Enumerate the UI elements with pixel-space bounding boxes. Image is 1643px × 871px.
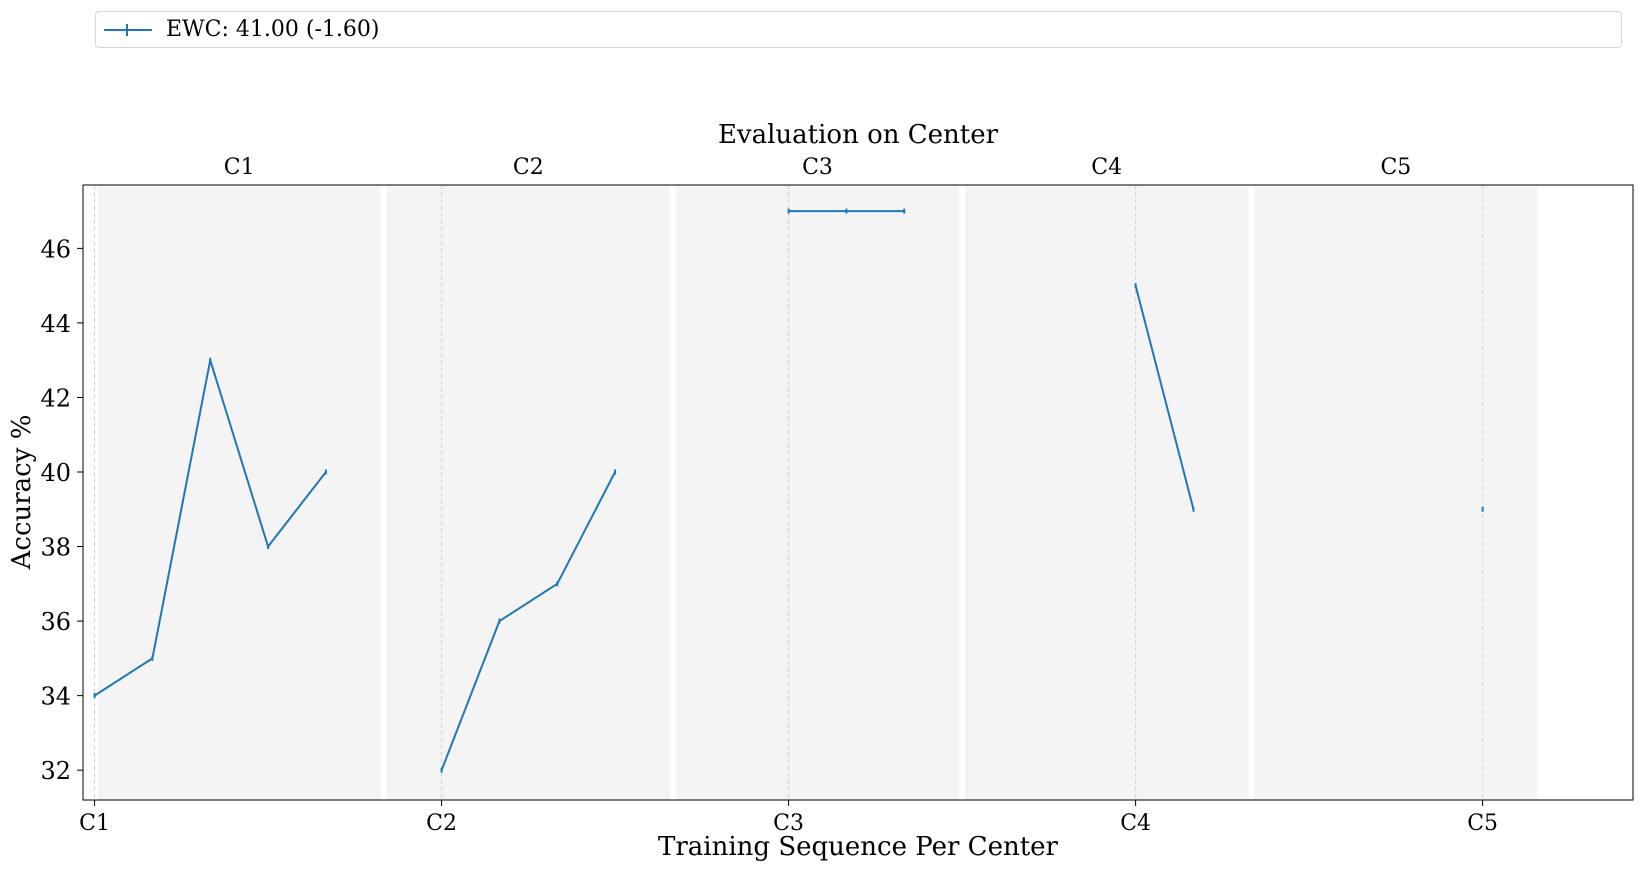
panel-backgrounds <box>97 185 1538 800</box>
panel-label-c1: C1 <box>224 155 255 180</box>
panel-background-c2 <box>386 185 670 800</box>
y-tick-label-38: 38 <box>40 534 71 562</box>
series-lines <box>93 208 1484 773</box>
y-tick-label-36: 36 <box>40 608 71 636</box>
legend-marker <box>126 24 128 36</box>
x-tick-label-c2: C2 <box>426 811 457 836</box>
y-axis-label: Accuracy % <box>7 415 37 571</box>
legend-label: EWC: 41.00 (-1.60) <box>166 17 380 42</box>
legend: EWC: 41.00 (-1.60) <box>95 11 1622 48</box>
panel-background-c4 <box>965 185 1249 800</box>
y-tick-label-32: 32 <box>40 757 71 785</box>
y-tick-label-44: 44 <box>40 310 71 338</box>
panel-background-c1 <box>97 185 381 800</box>
x-tick-label-c3: C3 <box>773 811 804 836</box>
y-tick-label-34: 34 <box>40 683 71 711</box>
axes: C1 C2 C3 C4 C5 C1 C2 C3 C4 C5 32 34 36 38 40 42 44 46 <box>40 155 1498 836</box>
series-line-c2 <box>440 471 616 771</box>
plot-frame <box>82 184 1634 801</box>
legend-line-swatch <box>104 24 152 36</box>
x-tick-label-c4: C4 <box>1120 811 1151 836</box>
y-tick-label-42: 42 <box>40 384 71 412</box>
panel-label-c3: C3 <box>802 155 833 180</box>
panel-label-c5: C5 <box>1380 155 1411 180</box>
panel-background-c3 <box>675 185 960 800</box>
series-line-c4 <box>1134 285 1195 510</box>
y-tick-label-46: 46 <box>40 235 71 263</box>
x-tick-label-c1: C1 <box>79 811 110 836</box>
chart-title: Evaluation on Center <box>718 120 999 150</box>
x-axis-label: Training Sequence Per Center <box>658 832 1058 862</box>
panel-label-c2: C2 <box>513 155 544 180</box>
y-tick-label-40: 40 <box>40 459 71 487</box>
x-tick-label-c5: C5 <box>1467 811 1498 836</box>
panel-label-c4: C4 <box>1091 155 1122 180</box>
panel-background-c5 <box>1254 185 1538 800</box>
